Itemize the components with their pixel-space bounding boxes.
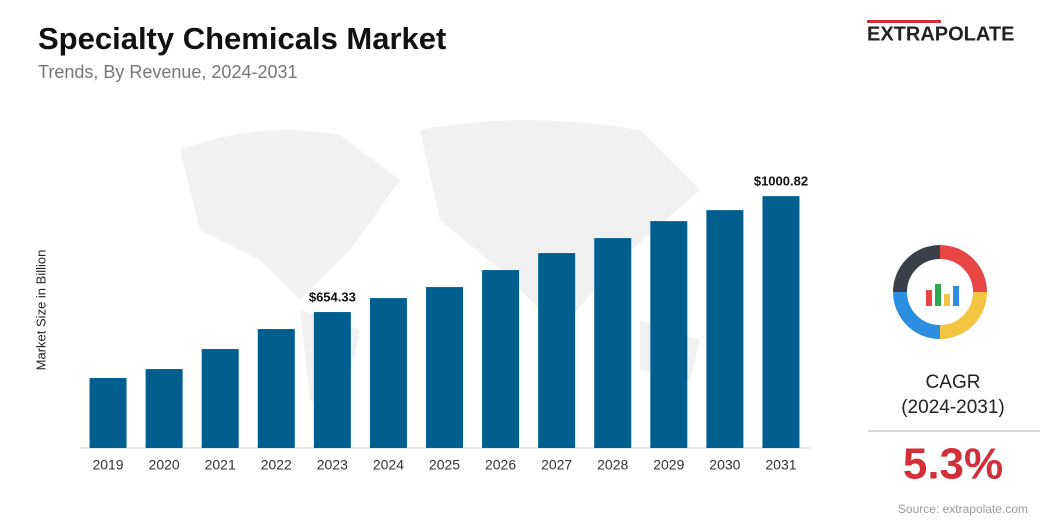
bar (594, 238, 632, 448)
x-tick-label: 2023 (317, 457, 348, 473)
x-tick-label: 2020 (149, 457, 180, 473)
cagr-period: (2024-2031) (901, 397, 1005, 418)
x-tick-label: 2026 (485, 457, 516, 473)
brand: EXTRAPOLATE (867, 23, 1014, 45)
x-tick-label: 2022 (261, 457, 292, 473)
x-tick-label: 2030 (709, 457, 740, 473)
x-tick-label: 2025 (429, 457, 460, 473)
x-tick-label: 2021 (205, 457, 236, 473)
bar (201, 349, 239, 448)
x-tick-label: 2019 (92, 457, 123, 473)
bar (706, 210, 744, 448)
value-label: $654.33 (309, 289, 356, 304)
cagr-icon (893, 245, 987, 339)
bar (369, 298, 407, 448)
x-tick-label: 2029 (653, 457, 684, 473)
bar (426, 287, 463, 448)
bar (145, 369, 183, 448)
x-tick-label: 2031 (765, 457, 796, 473)
bar (257, 329, 295, 448)
x-tick-label: 2028 (597, 457, 628, 473)
bar (762, 196, 800, 448)
bar (650, 221, 688, 448)
bar (313, 312, 351, 448)
bar (89, 378, 127, 448)
x-tick-label: 2024 (373, 457, 404, 473)
value-label: $1000.82 (754, 174, 808, 189)
chart-subtitle: Trends, By Revenue, 2024-2031 (38, 62, 298, 82)
y-axis-label: Market Size in Billion (33, 250, 48, 371)
cagr-value: 5.3% (903, 440, 1003, 489)
bar (482, 270, 520, 448)
cagr-label: CAGR (926, 372, 981, 393)
source: Source: extrapolate.com (898, 502, 1028, 516)
chart-title: Specialty Chemicals Market (38, 21, 446, 56)
x-tick-label: 2027 (541, 457, 572, 473)
bar (538, 253, 576, 448)
brand-bar (867, 20, 941, 23)
world-map-bg (180, 120, 700, 420)
